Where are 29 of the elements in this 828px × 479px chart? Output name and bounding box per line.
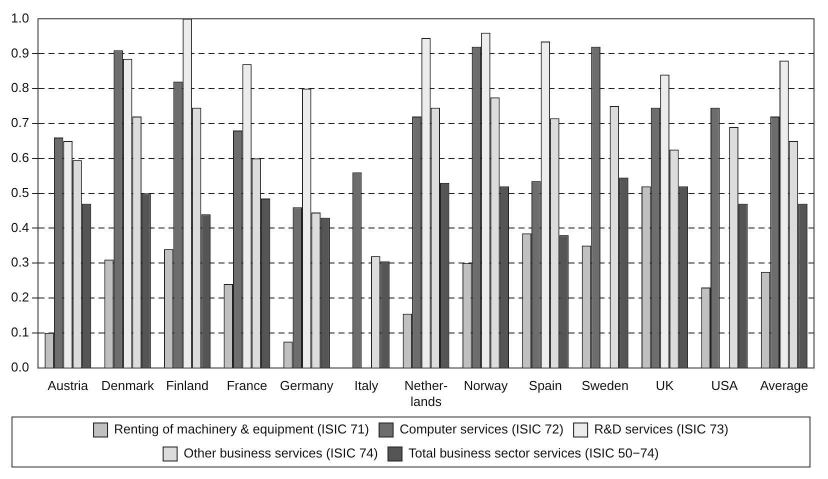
legend-label: Other business services (ISIC 74) <box>184 446 378 461</box>
x-tick-label: Germany <box>280 378 334 394</box>
y-tick-label: 0.2 <box>10 290 30 305</box>
y-tick-label: 1.0 <box>10 10 30 26</box>
legend-label: R&D services (ISIC 73) <box>594 422 728 437</box>
x-tick-label: Average <box>760 378 808 394</box>
y-tick-label: 0.6 <box>10 150 30 165</box>
x-tick-label: Spain <box>528 378 562 394</box>
legend-label: Renting of machinery & equipment (ISIC 71) <box>114 422 370 437</box>
x-tick-label: Norway <box>464 378 508 394</box>
y-tick-label: 0.4 <box>10 220 30 235</box>
y-tick-label: 0.1 <box>10 324 30 340</box>
y-tick-label: 0.0 <box>10 359 30 374</box>
x-tick-label: Austria <box>48 378 89 394</box>
legend-label: Total business sector services (ISIC 50−74) <box>408 446 659 461</box>
x-tick-label: France <box>226 378 268 394</box>
x-tick-label: Nether- lands <box>404 378 448 409</box>
x-tick-label: Finland <box>166 378 209 394</box>
x-tick-label: Italy <box>354 378 379 394</box>
x-tick-label: USA <box>711 378 738 394</box>
y-tick-label: 0.3 <box>10 254 30 270</box>
y-tick-label: 0.9 <box>10 45 30 60</box>
x-tick-label: Denmark <box>101 378 154 394</box>
y-tick-label: 0.8 <box>10 80 30 96</box>
y-tick-label: 0.5 <box>10 184 30 200</box>
y-tick-label: 0.7 <box>10 115 30 130</box>
x-tick-label: UK <box>656 378 674 394</box>
legend-label: Computer services (ISIC 72) <box>400 422 564 437</box>
x-tick-label: Sweden <box>582 378 629 394</box>
